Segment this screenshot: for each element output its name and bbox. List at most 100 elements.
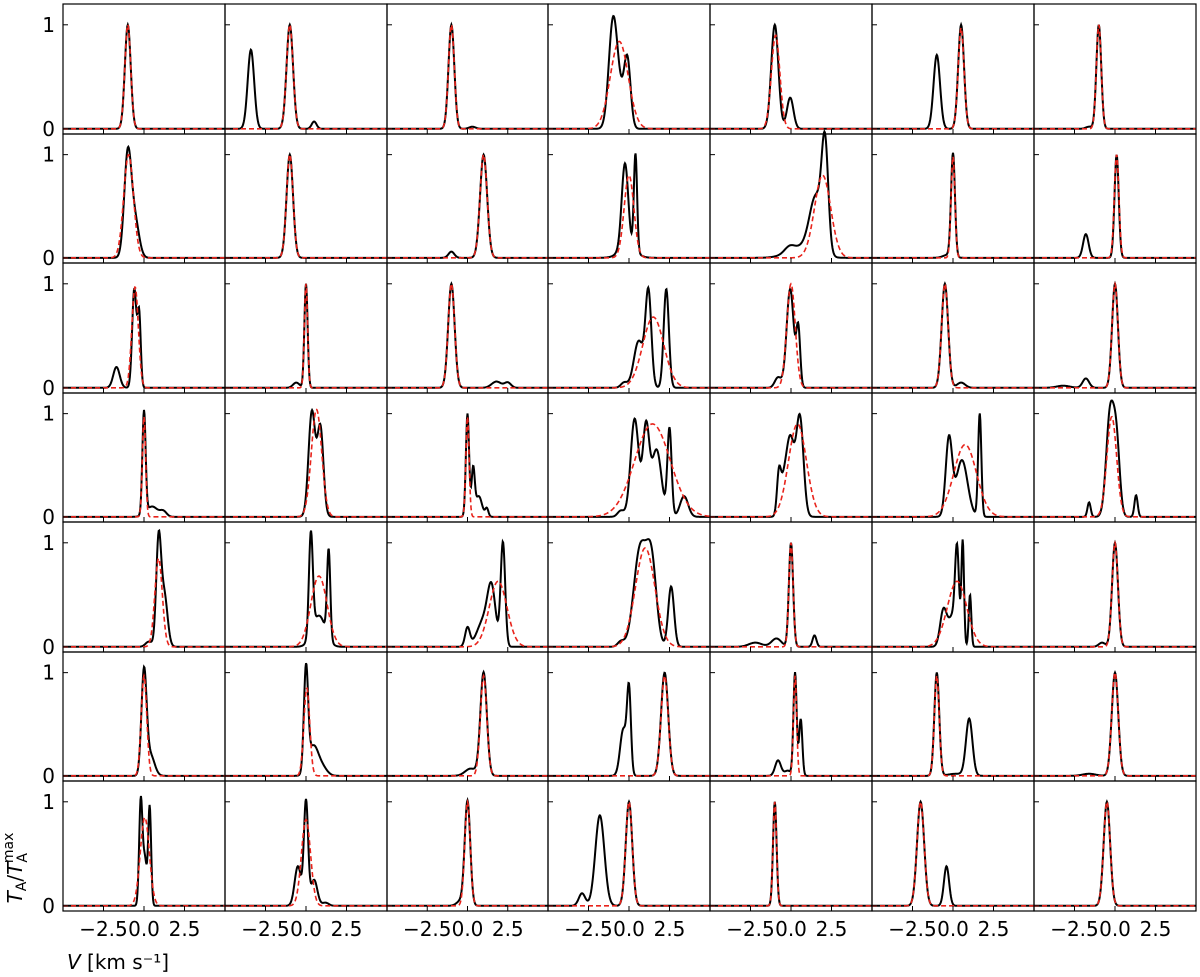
y-tick-label: 0 (42, 246, 55, 270)
gaussian-fit-line (387, 798, 548, 907)
observed-spectrum-line (710, 412, 872, 518)
observed-spectrum-line (387, 796, 548, 907)
observed-spectrum-line (387, 281, 548, 389)
panel-frame (1033, 780, 1197, 912)
panel-frame (386, 392, 549, 523)
gaussian-fit-line (710, 174, 872, 259)
gaussian-fit-line (548, 423, 711, 518)
gaussian-fit-line (63, 22, 225, 130)
observed-spectrum-line (63, 21, 225, 130)
observed-spectrum-line (872, 413, 1034, 518)
x-tick-label: 2.5 (816, 917, 848, 941)
panel-frame (547, 262, 711, 394)
observed-spectrum-line (1034, 399, 1196, 518)
observed-spectrum-line (872, 21, 1034, 130)
observed-spectrum-line (1034, 669, 1196, 777)
x-tick-label: −2.5 (726, 917, 775, 941)
spectrum-panel (224, 133, 388, 264)
panel-frame (547, 651, 711, 782)
spectrum-panel (547, 780, 711, 912)
spectrum-panel (62, 521, 226, 653)
gaussian-fit-line (63, 285, 225, 389)
y-tick-label: 1 (42, 13, 55, 37)
gaussian-fit-line (225, 22, 387, 130)
panel-frame (871, 780, 1035, 912)
observed-spectrum-line (548, 14, 710, 130)
observed-spectrum-line (548, 417, 710, 518)
spectrum-panel (62, 392, 226, 523)
x-tick-label: 0.0 (128, 917, 160, 941)
gaussian-fit-line (387, 22, 548, 130)
gaussian-fit-line (872, 281, 1034, 389)
observed-spectrum-line (225, 798, 387, 907)
observed-spectrum-line (225, 662, 387, 777)
y-tick-label: 0 (42, 635, 55, 659)
spectrum-panel (1033, 780, 1197, 912)
observed-spectrum-line (387, 21, 548, 130)
gaussian-fit-line (548, 174, 710, 259)
spectrum-panel (871, 262, 1035, 394)
gaussian-fit-line (872, 156, 1034, 259)
observed-spectrum-line (387, 538, 548, 648)
spectrum-panel (386, 651, 549, 782)
y-tick-label: 0 (42, 894, 55, 918)
panel-frame (871, 651, 1035, 782)
x-tick-label: −2.5 (241, 917, 290, 941)
panel-frame (871, 3, 1035, 135)
y-tick-label: 0 (42, 505, 55, 529)
panel-frame (224, 262, 388, 394)
gaussian-fit-line (225, 152, 387, 259)
spectrum-panel (709, 3, 873, 135)
spectrum-panel (709, 651, 873, 782)
spectrum-panel (224, 780, 388, 912)
panel-frame (709, 133, 873, 264)
spectrum-panel (547, 521, 711, 653)
spectrum-panel (62, 262, 226, 394)
gaussian-fit-line (63, 153, 225, 259)
x-tick-label: 2.5 (331, 917, 363, 941)
spectrum-panel (709, 262, 873, 394)
y-tick-label: 1 (42, 272, 55, 296)
panel-frame (709, 521, 873, 653)
panel-frame (62, 3, 226, 135)
x-tick-label: 0.0 (937, 917, 969, 941)
spectrum-panel (386, 133, 549, 264)
observed-spectrum-line (225, 22, 387, 130)
spectrum-panel (224, 3, 388, 135)
x-tick-label: 0.0 (452, 917, 484, 941)
gaussian-fit-line (548, 674, 710, 777)
spectrum-panel (62, 651, 226, 782)
y-tick-label: 1 (42, 790, 55, 814)
spectrum-panel (62, 133, 226, 264)
y-tick-label: 1 (42, 143, 55, 167)
spectrum-panel (871, 780, 1035, 912)
gaussian-fit-line (548, 40, 710, 130)
panel-frame (871, 262, 1035, 394)
observed-spectrum-line (1034, 24, 1196, 130)
spectrum-panel (871, 392, 1035, 523)
spectrum-panel (709, 780, 873, 912)
gaussian-fit-line (1034, 670, 1196, 777)
y-tick-label: 0 (42, 376, 55, 400)
x-tick-label: −2.5 (1050, 917, 1099, 941)
gaussian-fit-line (548, 799, 710, 907)
gaussian-fit-line (387, 416, 548, 518)
observed-spectrum-line (548, 799, 710, 907)
spectrum-panel (871, 521, 1035, 653)
spectrum-panel (1033, 133, 1197, 264)
gaussian-fit-line (548, 316, 710, 389)
panel-frame (224, 133, 388, 264)
y-tick-label: 1 (42, 531, 55, 555)
gaussian-fit-line (387, 281, 548, 389)
y-tick-label: 1 (42, 661, 55, 685)
gaussian-fit-line (710, 542, 872, 648)
gaussian-fit-line (225, 687, 387, 777)
x-tick-labels: −2.5 0.0 2.5 −2.5 0.0 2.5 −2.5 0.0 2.5 −2.5 0.0 2.5… (79, 917, 1171, 941)
x-tick-label: −2.5 (403, 917, 452, 941)
x-axis-label: V [km s⁻¹] (67, 950, 169, 974)
observed-spectrum-line (63, 287, 225, 389)
panel-frame (1033, 3, 1197, 135)
spectrum-panel (62, 780, 226, 912)
